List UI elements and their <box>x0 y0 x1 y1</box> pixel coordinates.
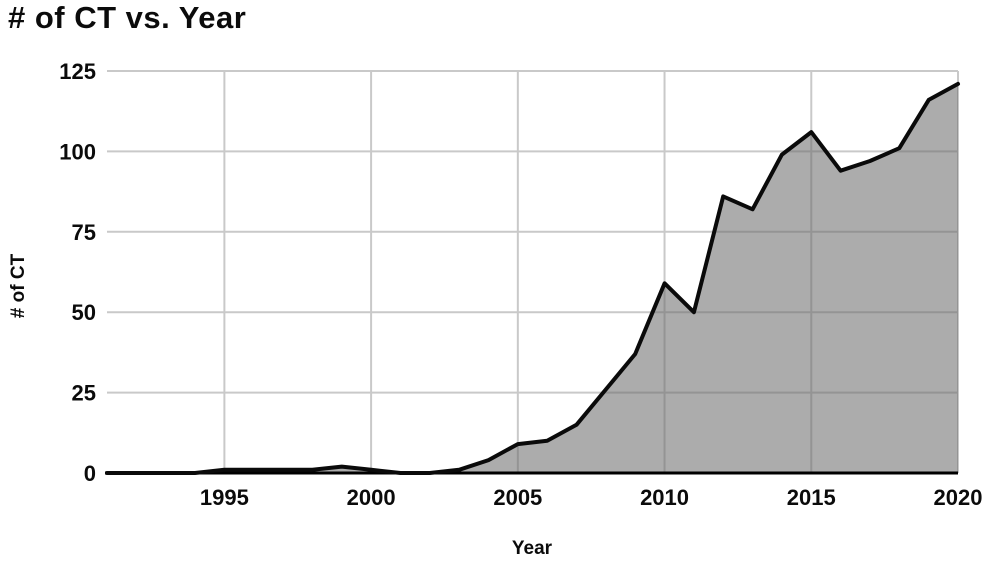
x-tick-label: 1995 <box>200 485 249 510</box>
x-tick-label: 2010 <box>640 485 689 510</box>
chart-title: # of CT vs. Year <box>8 0 247 35</box>
y-tick-label: 25 <box>72 381 96 406</box>
x-tick-label: 2005 <box>493 485 542 510</box>
area-fill <box>107 83 958 474</box>
x-tick-label: 2020 <box>934 485 983 510</box>
x-axis-title: Year <box>511 538 553 559</box>
data-line <box>105 81 960 475</box>
x-tick-label: 2000 <box>347 485 396 510</box>
y-tick-label: 100 <box>59 139 96 164</box>
y-tick-label: 75 <box>72 220 96 245</box>
x-tick-label: 2015 <box>787 485 836 510</box>
y-tick-label: 0 <box>84 461 96 486</box>
y-tick-label: 50 <box>72 300 96 325</box>
y-tick-label: 125 <box>59 59 96 84</box>
